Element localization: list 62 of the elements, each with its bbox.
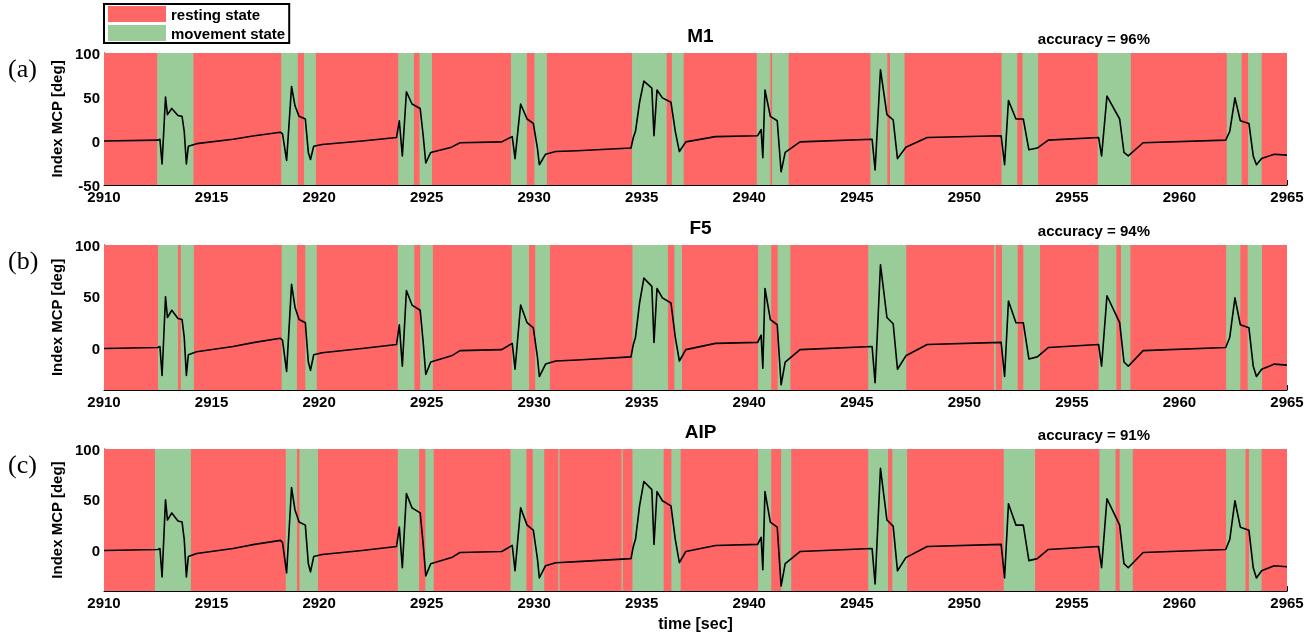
- x-tick-label: 2935: [625, 188, 659, 205]
- x-tick-label: 2925: [409, 393, 444, 410]
- legend-label: resting state: [171, 5, 261, 23]
- y-axis-title: Index MCP [deg]: [48, 258, 66, 377]
- text: (a): [8, 53, 37, 83]
- x-tick-label: 2955: [1055, 393, 1089, 410]
- x-tick-label: 2910: [87, 393, 121, 410]
- y-tick-label: 100: [74, 440, 100, 458]
- x-tick-label: 2945: [840, 594, 874, 612]
- text: accuracy = 96%: [1037, 30, 1150, 47]
- x-tick-label: 2915: [194, 188, 229, 205]
- x-tick-label: 2945: [840, 393, 874, 410]
- x-tick-label: 2965: [1270, 393, 1304, 410]
- y-tick-label: 0: [91, 340, 100, 358]
- x-tick-label: 2925: [409, 594, 444, 612]
- x-tick-label: 2920: [302, 594, 336, 612]
- x-tick-label: 2930: [517, 393, 551, 410]
- x-tick-label: 2920: [302, 393, 336, 410]
- y-tick-label: 50: [83, 491, 100, 509]
- line-series: [103, 263, 1288, 386]
- x-tick-label: 2955: [1055, 594, 1089, 612]
- y-tick-label: 50: [83, 288, 100, 306]
- y-tick-label: 0: [91, 542, 100, 559]
- x-tick-label: 2940: [732, 188, 766, 205]
- x-tick-label: 2940: [732, 393, 766, 410]
- x-tick-label: 2965: [1270, 594, 1304, 612]
- x-tick-label: 2950: [947, 393, 982, 410]
- x-tick-label: 2920: [302, 188, 336, 205]
- x-tick-label: 2925: [409, 188, 444, 205]
- x-tick-label: 2910: [87, 594, 121, 612]
- x-tick-label: 2915: [194, 594, 229, 612]
- text: (b): [8, 245, 39, 275]
- x-tick-label: 2935: [625, 594, 659, 612]
- legend-label: movement state: [171, 24, 286, 42]
- x-tick-label: 2930: [517, 594, 551, 612]
- x-tick-label: 2945: [840, 188, 874, 205]
- chart-title: F5: [689, 217, 713, 238]
- x-tick-label: 2950: [947, 188, 982, 205]
- y-tick-label: 100: [74, 44, 100, 62]
- y-tick-label: 50: [83, 88, 100, 106]
- y-tick-label: 100: [74, 236, 100, 254]
- text: accuracy = 91%: [1037, 426, 1150, 443]
- x-tick-label: 2950: [947, 594, 982, 612]
- y-axis-title: Index MCP [deg]: [48, 60, 66, 178]
- x-tick-label: 2955: [1055, 188, 1089, 205]
- text: accuracy = 94%: [1037, 222, 1150, 239]
- line-series: [103, 68, 1288, 173]
- x-tick-label: 2960: [1162, 393, 1197, 410]
- chart-title: M1: [687, 25, 715, 46]
- y-axis-title: Index MCP [deg]: [48, 461, 66, 579]
- x-axis-title: time [sec]: [658, 614, 733, 632]
- x-tick-label: 2965: [1270, 188, 1304, 205]
- text: (c): [8, 449, 37, 479]
- chart-title: AIP: [684, 421, 717, 442]
- x-tick-label: 2940: [732, 594, 766, 612]
- x-tick-label: 2960: [1162, 594, 1197, 612]
- y-tick-label: 0: [91, 132, 100, 150]
- line-series: [103, 467, 1288, 587]
- x-tick-label: 2935: [625, 393, 659, 410]
- x-tick-label: 2960: [1162, 188, 1197, 205]
- x-tick-label: 2915: [194, 393, 229, 410]
- x-tick-label: 2930: [517, 188, 551, 205]
